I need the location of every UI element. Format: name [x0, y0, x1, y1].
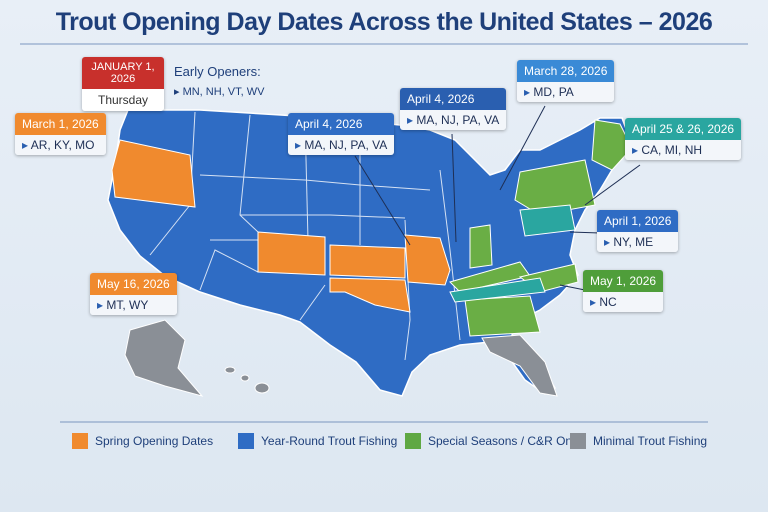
- callout-date: April 1, 2026: [597, 210, 679, 232]
- calendar-day: Thursday: [82, 89, 164, 111]
- callout: March 28, 2026MD, PA: [517, 60, 615, 102]
- calendar: JANUARY 1, 2026 Thursday: [82, 57, 164, 111]
- callout-date: March 1, 2026: [15, 113, 106, 135]
- legend-label: Minimal Trout Fishing: [593, 434, 708, 448]
- legend-swatch: [72, 433, 88, 449]
- special-states: [449, 119, 633, 337]
- early-states: MN, NH, VT, WV: [174, 85, 265, 98]
- callout-states: NY, ME: [597, 232, 679, 252]
- callout: May 1, 2026NC: [583, 270, 664, 312]
- legend-swatch: [238, 433, 254, 449]
- callout-states: MD, PA: [517, 82, 615, 102]
- legend-item: Year-Round Trout Fishing: [238, 433, 397, 449]
- callout-states: MT, WY: [90, 295, 177, 315]
- teal-states: [449, 204, 576, 303]
- callout-states: NC: [583, 292, 664, 312]
- minimal-states: [124, 319, 558, 397]
- callout-states: MA, NJ, PA, VA: [288, 135, 395, 155]
- legend-label: Year-Round Trout Fishing: [261, 434, 398, 448]
- callout-date: March 28, 2026: [517, 60, 615, 82]
- callout: April 1, 2026NY, ME: [597, 210, 679, 252]
- early-openers: Early Openers: MN, NH, VT, WV: [174, 64, 264, 98]
- legend-item: Spring Opening Dates: [72, 433, 213, 449]
- callout: April 4, 2026MA, NJ, PA, VA: [288, 113, 395, 155]
- callout: May 16, 2026MT, WY: [90, 273, 177, 315]
- state-borders: [149, 111, 461, 361]
- calendar-date: JANUARY 1, 2026: [82, 57, 164, 89]
- callout-date: April 4, 2026: [400, 88, 507, 110]
- callout: April 25 & 26, 2026CA, MI, NH: [625, 118, 742, 160]
- legend-label: Special Seasons / C&R Only: [428, 434, 581, 448]
- spring-states: [111, 139, 451, 313]
- callout: March 1, 2026AR, KY, MO: [15, 113, 106, 155]
- legend-swatch: [570, 433, 586, 449]
- callout-date: May 1, 2026: [583, 270, 664, 292]
- early-label: Early Openers:: [174, 64, 261, 79]
- legend-item: Minimal Trout Fishing: [570, 433, 707, 449]
- title: Trout Opening Day Dates Across the Unite…: [55, 8, 713, 36]
- legend-label: Spring Opening Dates: [95, 434, 214, 448]
- callout: April 4, 2026MA, NJ, PA, VA: [400, 88, 507, 130]
- legend-swatch: [405, 433, 421, 449]
- callout-date: April 4, 2026: [288, 113, 395, 135]
- legend-item: Special Seasons / C&R Only: [405, 433, 581, 449]
- leader-lines: [354, 105, 641, 291]
- callout-states: CA, MI, NH: [625, 140, 742, 160]
- callout-states: MA, NJ, PA, VA: [400, 110, 507, 130]
- callout-date: May 16, 2026: [90, 273, 177, 295]
- callout-states: AR, KY, MO: [15, 135, 106, 155]
- callout-date: April 25 & 26, 2026: [625, 118, 742, 140]
